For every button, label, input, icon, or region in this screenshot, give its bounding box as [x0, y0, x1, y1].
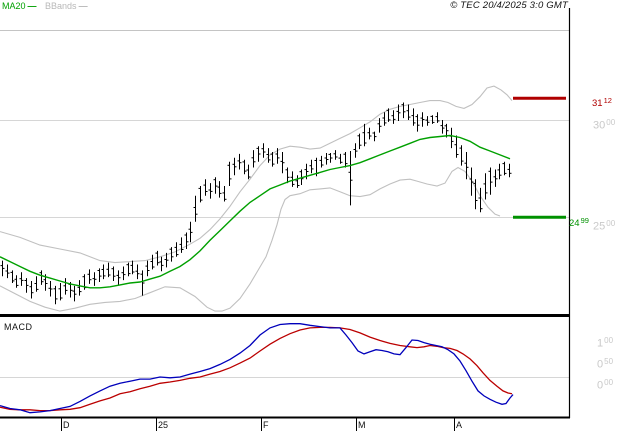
macd-label: MACD: [4, 322, 33, 332]
candles-group: [0, 102, 512, 305]
legend-ma20-swatch: —: [27, 1, 37, 11]
price-axis-label-30: 3000: [593, 118, 616, 132]
legend-ma20: MA20—: [2, 1, 37, 11]
x-tick-label-feb: F: [263, 420, 269, 430]
legend-bbands: BBands —: [45, 1, 88, 11]
macd-axis-label-050: 050: [597, 357, 614, 371]
x-tick-label-mar: M: [358, 420, 366, 430]
chart-copyright: © TEC 20/4/2025 3:0 GMT: [450, 0, 568, 11]
x-tick-label-jan25: 25: [158, 420, 169, 430]
bollinger-lower-line: [0, 166, 501, 312]
panel-separator: [0, 314, 570, 317]
chart-legend: MA20— BBands —: [2, 1, 94, 12]
legend-bbands-label: BBands: [45, 1, 77, 11]
macd-axis-label-000: 000: [597, 378, 614, 392]
macd-signal-line: [0, 326, 513, 412]
legend-ma20-label: MA20: [2, 1, 26, 11]
macd-line: [0, 323, 514, 414]
ma20-line: [0, 134, 511, 289]
x-tick-label-apr: A: [456, 420, 463, 430]
x-tick-label-dec: D: [63, 420, 70, 430]
legend-bbands-swatch: —: [78, 1, 88, 11]
support-level-label: 2499: [569, 216, 589, 229]
bollinger-upper-line: [0, 85, 513, 264]
macd-axis-label-100: 100: [597, 336, 614, 350]
resistance-level-label: 3112: [592, 96, 612, 109]
price-axis-label-25: 2500: [593, 219, 616, 233]
